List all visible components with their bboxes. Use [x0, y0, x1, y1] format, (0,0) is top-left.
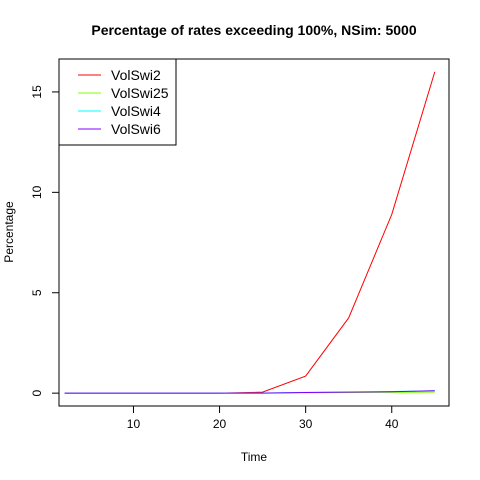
x-tick-label: 10 [127, 417, 141, 431]
series-group [64, 71, 436, 394]
legend: VolSwi2 VolSwi25 VolSwi4 VolSwi6 [58, 58, 177, 146]
x-tick-label: 40 [385, 417, 399, 431]
y-tick-label: 0 [30, 389, 44, 396]
chart-title: Percentage of rates exceeding 100%, NSim… [91, 22, 416, 38]
x-axis-label: Time [241, 450, 268, 464]
legend-label: VolSwi2 [111, 67, 161, 83]
legend-label: VolSwi6 [111, 121, 161, 137]
y-tick-label: 5 [30, 289, 44, 296]
x-tick-label: 30 [299, 417, 313, 431]
y-tick-label: 10 [30, 185, 44, 199]
y-tick-label: 15 [30, 85, 44, 99]
legend-label: VolSwi25 [111, 85, 169, 101]
legend-label: VolSwi4 [111, 103, 161, 119]
legend-box [58, 58, 177, 146]
series-line-volswi6 [64, 390, 435, 394]
x-tick-label: 20 [213, 417, 227, 431]
y-axis-label: Percentage [2, 201, 16, 263]
